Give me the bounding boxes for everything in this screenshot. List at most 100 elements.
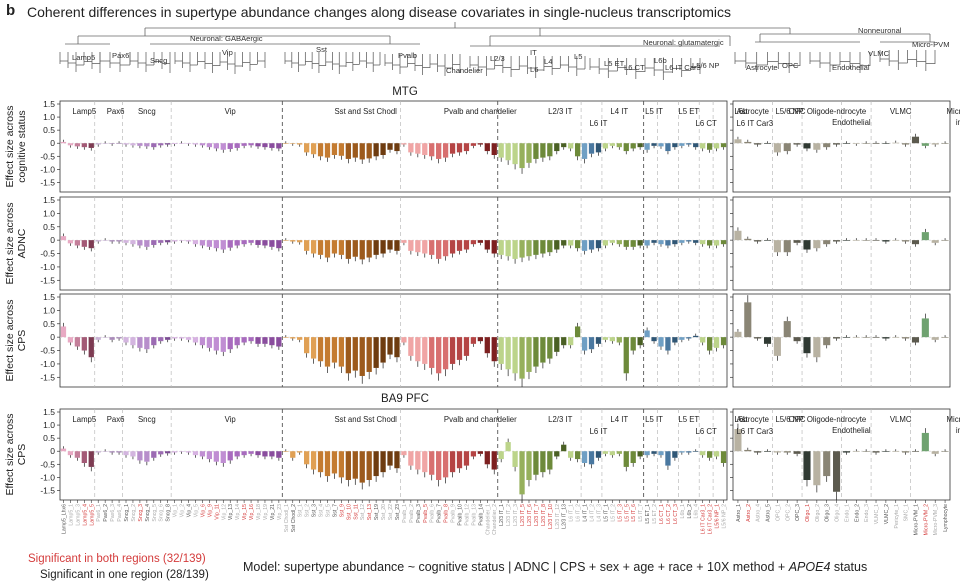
group-label: L5 ET	[678, 107, 699, 116]
bar-Vip_6	[199, 240, 206, 246]
bar-L2/3 IT_3	[512, 337, 518, 374]
x-tick-labels: Lamp5_Lhx6 Lamp5_1 Lamp5_3 Lamp5_4 Lamp5_5 Pa…	[61, 500, 949, 535]
group-label: Sncg	[138, 415, 156, 424]
bar-Sst Chodl_2	[290, 240, 296, 242]
y-axis-label-line: Effect size across	[4, 105, 16, 187]
bar-L5 IT_3	[616, 143, 622, 148]
x-tick-label: Vip_6	[200, 504, 206, 517]
bar-Pax6_2	[102, 337, 108, 338]
group-label: L5/6 NP	[775, 107, 803, 116]
bar-Micro-PVM_1	[911, 451, 920, 452]
bar-Vip_11	[213, 451, 219, 462]
bar-L5 IT_6	[630, 337, 636, 351]
bar-Pvalb_10	[456, 143, 463, 153]
bar-Pvalb_1	[401, 337, 407, 343]
bar-Vip_14	[234, 143, 240, 148]
group-label: immune	[956, 118, 960, 127]
bar-L6b_2	[686, 337, 692, 339]
x-tick-label: Pvalb_6	[430, 504, 436, 523]
y-tick-label: 0	[50, 235, 55, 245]
group-label: L6 CT	[696, 427, 717, 436]
x-tick-label: Vip_15	[242, 504, 248, 520]
bar-Pvalb_12	[463, 240, 470, 250]
bar-L5 IT_6	[630, 240, 636, 247]
bar-Sncg_2	[130, 143, 136, 146]
group-label: L5 ET	[678, 415, 699, 424]
bar-VLMC_2	[882, 451, 890, 452]
x-tick-label: VLMC_2	[884, 504, 890, 524]
bar-Vip_14	[234, 240, 240, 246]
group-label: L5/6 NP	[775, 415, 803, 424]
x-tick-label: L6 CT_3	[673, 504, 679, 524]
neuronal-axes-frame	[59, 100, 728, 193]
bar-Sncg_8	[165, 337, 171, 340]
group-label: Endothelial	[832, 426, 871, 435]
y-tick-label: -0.5	[40, 151, 55, 161]
bar-Vip_1	[172, 451, 178, 453]
bar-L2/3 IT_1	[498, 451, 504, 460]
bar-Endo_3	[862, 240, 870, 241]
bar-Endo_2	[852, 143, 860, 144]
x-tick-label: Sst_22	[388, 504, 394, 520]
bar-L2/3 IT_12	[554, 337, 560, 352]
x-tick-label: Astro_5	[766, 504, 772, 522]
bar-Chandelier_1	[484, 451, 490, 465]
bar-Vip_6	[199, 337, 206, 346]
bar-Vip_18	[255, 451, 261, 456]
bar-L6b_1	[679, 143, 685, 146]
bar-L6b_2	[686, 451, 692, 453]
bar-Sst_22	[387, 451, 393, 466]
tree-label-vlmc: VLMC	[868, 49, 890, 58]
bar-L6 CT_2	[665, 337, 671, 351]
bar-Pvalb_7	[436, 337, 442, 374]
neuronal-axes-frame	[59, 408, 728, 501]
bar-Sst Chodl_2	[290, 337, 296, 339]
x-tick-label: Pvalb_7	[437, 504, 443, 523]
bar-Astro_4	[754, 240, 762, 242]
bar-VLMC_2	[882, 240, 890, 242]
model-formula: Model: supertype abundance ~ cognitive s…	[243, 560, 867, 574]
bar-L6 CT_2	[665, 240, 671, 246]
bar-L6 IT_1	[568, 240, 574, 246]
bar-Vip_15	[241, 143, 247, 146]
bar-Oligo_1	[803, 337, 811, 354]
bar-L6 CT_3	[672, 337, 678, 343]
bar-L6b_4	[693, 451, 699, 452]
bar-Pvalb_8	[442, 143, 449, 158]
x-tick-label: Lamp5_1	[68, 504, 74, 526]
tree-label-neuronal-glutamatergic: Neuronal: glutamatergic	[643, 38, 724, 47]
y-tick-label: 0	[50, 446, 55, 456]
bar-Sst_12	[359, 451, 365, 483]
bar-Pax6_4	[116, 337, 122, 339]
x-tick-label: Pvalb_5	[423, 504, 429, 523]
bar-Sncg_5	[151, 143, 157, 148]
x-tick-label: Lamp5_4	[82, 504, 88, 526]
y-tick-label: 1.0	[43, 420, 55, 430]
y-axis-label: Effect size acrossCPS	[4, 413, 28, 495]
x-tick-label: Pvalb_10	[458, 504, 464, 526]
bar-Pvalb_9	[449, 451, 456, 473]
bar-L5 IT_3	[616, 337, 622, 343]
bar-Micro-PVM_3	[931, 337, 939, 340]
x-tick-label: Pvalb_8	[444, 504, 450, 523]
bar-L5 ET_2	[651, 337, 657, 342]
bar-Sst_3	[310, 143, 317, 155]
bar-L6 CT_3	[672, 240, 678, 245]
tree-label-sst: Sst	[316, 45, 328, 54]
x-tick-label: L6b_4	[694, 504, 700, 519]
bar-Oligo_1	[803, 143, 811, 149]
group-label: L2/3 IT	[548, 415, 573, 424]
panel-3: 1.5 1.0 0.5 0 -0.5 -1.0 -1.5 Effect size across…	[4, 292, 951, 388]
bar-Pvalb_1	[401, 451, 407, 456]
bar-VLMC_2	[882, 337, 890, 339]
bar-Vip_12	[220, 451, 226, 463]
bar-Pvalb_3	[415, 240, 421, 253]
y-tick-label: -1.5	[40, 177, 55, 187]
bar-L2/3 IT_13	[561, 337, 567, 346]
bar-Oligo_3	[823, 451, 831, 477]
bar-Lamp5_5	[88, 451, 94, 467]
bar-L5/6 NP_2	[720, 451, 727, 463]
bar-OPC_2	[783, 321, 791, 338]
bar-L2/3 IT_5	[519, 337, 525, 379]
bar-Pvalb_10	[456, 337, 463, 360]
